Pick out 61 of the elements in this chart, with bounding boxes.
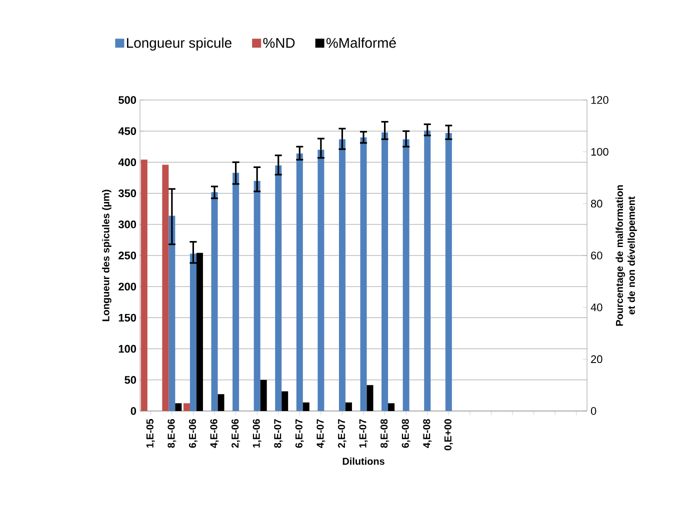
y2-tick-label: 100 bbox=[591, 148, 608, 156]
x-tick-label: 4,E-07 bbox=[316, 419, 326, 448]
y-tick-label: 100 bbox=[118, 344, 136, 353]
y-tick-label: 0 bbox=[130, 407, 136, 415]
bar bbox=[218, 394, 224, 412]
y-axis-title: Longueur des spicules (µm) bbox=[102, 190, 112, 322]
x-tick-label: 2,E-06 bbox=[232, 419, 240, 448]
bar bbox=[282, 391, 288, 412]
x-tick-label: 6,E-08 bbox=[402, 419, 410, 448]
y-tick-label: 200 bbox=[118, 282, 136, 290]
bar bbox=[382, 132, 388, 412]
bar bbox=[175, 403, 182, 412]
y-tick-label: 300 bbox=[118, 220, 136, 228]
x-tick-label: 4,E-06 bbox=[210, 419, 219, 448]
y2-tick-label: 80 bbox=[590, 200, 602, 208]
bar bbox=[345, 402, 352, 412]
y2-tick-label: 40 bbox=[590, 303, 602, 312]
bar bbox=[211, 192, 218, 412]
x-tick-label: 4,E-08 bbox=[423, 419, 432, 448]
y-tick-label: 50 bbox=[124, 376, 136, 384]
y-tick-label: 150 bbox=[118, 314, 136, 322]
bar bbox=[424, 130, 431, 412]
y2-axis-title: Pourcentage de malformation et de non dévellopement bbox=[616, 185, 637, 326]
x-tick-label: 6,E-07 bbox=[295, 419, 304, 448]
bar bbox=[302, 402, 310, 412]
y2-tick-label: 120 bbox=[591, 96, 608, 104]
x-tick-label: 8,E-08 bbox=[380, 419, 390, 448]
y2-tick-label: 60 bbox=[591, 252, 602, 260]
y-tick-label: 250 bbox=[118, 252, 136, 260]
y-tick-label: 350 bbox=[118, 189, 136, 198]
y2-tick-label: 0 bbox=[590, 407, 596, 415]
y2-tick-label: 20 bbox=[591, 355, 602, 364]
bar bbox=[445, 132, 452, 412]
bar bbox=[318, 150, 324, 412]
x-tick-label: 1,E-07 bbox=[359, 419, 368, 448]
legend-label: %ND bbox=[263, 38, 295, 48]
legend-label: Longueur spicule bbox=[127, 38, 232, 51]
x-tick-label: 8,E-06 bbox=[168, 419, 176, 448]
y-tick-label: 500 bbox=[118, 96, 136, 104]
bar bbox=[275, 165, 282, 412]
bar bbox=[366, 385, 374, 412]
bar bbox=[402, 139, 410, 412]
x-tick-label: 0,E+00 bbox=[444, 419, 453, 450]
bar bbox=[388, 403, 395, 412]
bar bbox=[296, 153, 303, 412]
x-tick-label: 1,E-06 bbox=[252, 419, 262, 448]
x-tick-label: 8,E-07 bbox=[274, 419, 283, 448]
bar bbox=[140, 160, 148, 412]
legend-label: %Malformé bbox=[326, 37, 396, 48]
y-tick-label: 450 bbox=[118, 127, 136, 135]
bar bbox=[338, 139, 346, 412]
x-tick-label: 6,E-06 bbox=[188, 419, 198, 448]
x-tick-label: 1,E-05 bbox=[146, 419, 155, 448]
bar bbox=[232, 172, 240, 412]
x-axis-title: Dilutions bbox=[342, 457, 384, 465]
y-tick-label: 400 bbox=[118, 158, 136, 166]
bar bbox=[254, 180, 260, 412]
x-tick-label: 2,E-07 bbox=[338, 419, 346, 448]
bar bbox=[183, 403, 190, 412]
bar bbox=[360, 137, 367, 412]
bar bbox=[260, 380, 267, 412]
